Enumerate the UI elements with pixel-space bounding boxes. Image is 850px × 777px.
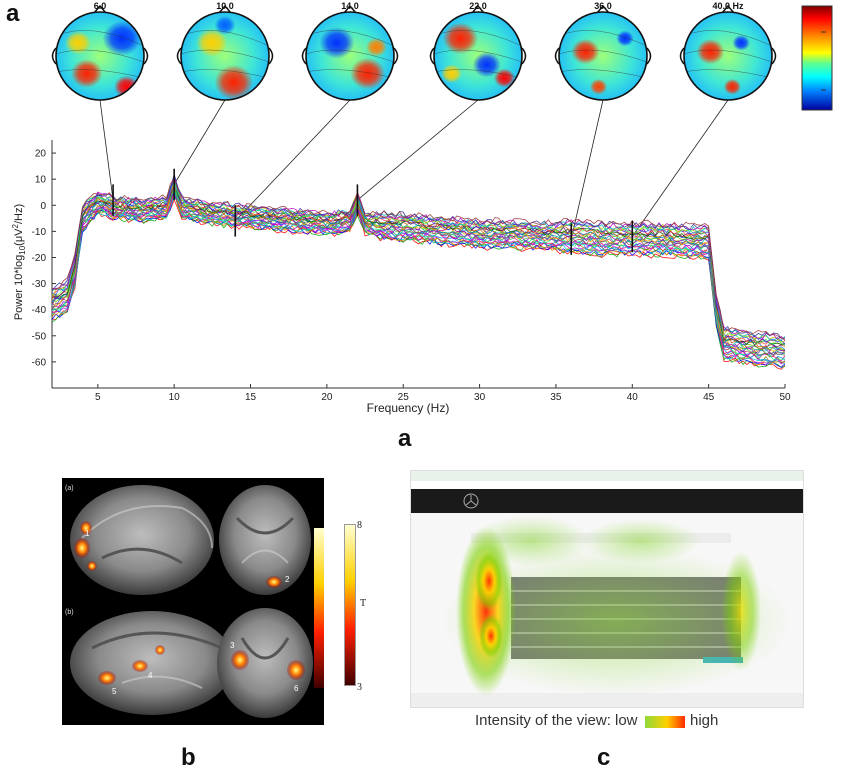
x-tick-label: 20 xyxy=(321,392,333,403)
panel-letter-b: b xyxy=(181,744,196,771)
t-scale-min: 3 xyxy=(357,682,362,693)
scalp-topomap xyxy=(429,4,527,101)
spectrum-series-line xyxy=(52,175,785,345)
t-scale xyxy=(344,524,364,694)
scalp-topomap xyxy=(301,4,399,101)
t-scale-bar xyxy=(314,528,324,688)
site-header xyxy=(411,489,803,513)
scalp-topomap xyxy=(679,4,777,101)
spectrum-series-line xyxy=(52,177,785,348)
t-scale-gradient xyxy=(344,524,356,686)
topo-frequency-label: 6.0 xyxy=(94,1,107,11)
topo-frequency-label: 10.0 xyxy=(216,1,234,11)
head-ear-icon xyxy=(771,47,777,65)
y-axis-label: Power 10*log10(μV2/Hz) xyxy=(11,204,27,320)
y-tick-label: -40 xyxy=(32,305,47,316)
panel-letter-a-bottom: a xyxy=(398,425,412,452)
t-scale-max: 8 xyxy=(357,520,362,531)
spectrum-series-line xyxy=(52,189,785,361)
panel-letter-a-top: a xyxy=(6,0,20,27)
gaze-heatmap-panel xyxy=(410,470,804,708)
head-ear-icon xyxy=(268,47,274,65)
scalp-topomap xyxy=(51,4,149,101)
topo-connector-line xyxy=(570,99,604,240)
head-ear-icon xyxy=(176,47,182,65)
head-ear-icon xyxy=(393,47,399,65)
head-ear-icon xyxy=(143,47,149,65)
head-ear-icon xyxy=(521,47,527,65)
head-nose-icon xyxy=(471,4,485,14)
y-tick-label: 10 xyxy=(35,175,47,186)
sagittal-slice-bottom xyxy=(70,611,234,715)
region-label: 3 xyxy=(230,641,235,650)
head-nose-icon xyxy=(721,4,735,14)
x-tick-label: 45 xyxy=(703,392,715,403)
x-tick-label: 35 xyxy=(550,392,562,403)
head-nose-icon xyxy=(343,4,357,14)
region-label: 6 xyxy=(294,684,299,693)
x-tick-label: 25 xyxy=(398,392,410,403)
topo-frequency-label: 40.0 Hz xyxy=(712,1,744,11)
t-scale-mid: T xyxy=(360,598,367,609)
x-tick-label: 30 xyxy=(474,392,486,403)
topo-frequency-label: 22.0 xyxy=(469,1,487,11)
head-ear-icon xyxy=(646,47,652,65)
region-label: 1 xyxy=(85,529,90,538)
axial-slice-top xyxy=(219,485,311,595)
head-ear-icon xyxy=(51,47,57,65)
x-tick-label: 50 xyxy=(779,392,791,403)
head-ear-icon xyxy=(301,47,307,65)
topo-connector-line xyxy=(357,99,479,201)
head-ear-icon xyxy=(429,47,435,65)
x-tick-label: 5 xyxy=(95,392,101,403)
colorbar xyxy=(801,5,833,111)
sagittal-slice-top xyxy=(70,485,214,595)
region-label: 2 xyxy=(285,575,290,584)
head-ear-icon xyxy=(554,47,560,65)
browser-address-bar xyxy=(411,481,803,489)
y-tick-label: -30 xyxy=(32,279,47,290)
browser-status-bar xyxy=(411,693,803,707)
region-label: 4 xyxy=(148,671,153,680)
heatmap-legend-high: high xyxy=(690,712,719,729)
topo-frequency-label: 36.0 xyxy=(594,1,612,11)
scalp-topomap xyxy=(176,4,274,101)
y-tick-label: -60 xyxy=(32,357,47,368)
spectrum-series-line xyxy=(52,179,785,342)
topo-connector-line xyxy=(173,99,226,185)
brain-activation-panel: (a) (b) 1 2 3 4 5 6 xyxy=(62,478,324,725)
axial-slice-bottom xyxy=(217,608,313,718)
heatmap-legend-low: low xyxy=(615,712,638,729)
brain-images: (a) (b) 1 2 3 4 5 6 xyxy=(62,478,324,725)
head-nose-icon xyxy=(218,4,232,14)
head-nose-icon xyxy=(93,4,107,14)
x-tick-label: 15 xyxy=(245,392,257,403)
spectrum-figure: 6.0 10.0 14.0 22.0 36.0 40.0 Hz 5 10 15 20 25 30 35… xyxy=(11,1,833,415)
topo-connector-line xyxy=(99,99,114,201)
y-tick-label: 20 xyxy=(35,149,47,160)
topo-connector-line xyxy=(631,99,729,237)
topo-frequency-label: 14.0 xyxy=(341,1,359,11)
x-axis-label: Frequency (Hz) xyxy=(367,401,450,415)
heatmap-legend-label: Intensity of the view: xyxy=(475,712,611,729)
gaze-heatmap xyxy=(411,471,803,707)
x-tick-label: 10 xyxy=(169,392,181,403)
spectrum-series-line xyxy=(52,172,785,339)
y-tick-label: -20 xyxy=(32,253,47,264)
y-tick-label: -50 xyxy=(32,331,47,342)
y-tick-label: 0 xyxy=(40,201,46,212)
x-tick-label: 40 xyxy=(627,392,639,403)
panel-b-label-b: (b) xyxy=(65,609,74,616)
heatmap-legend-gradient xyxy=(645,716,685,728)
topo-connector-line xyxy=(234,99,351,222)
head-nose-icon xyxy=(596,4,610,14)
region-label: 5 xyxy=(112,687,117,696)
y-tick-label: -10 xyxy=(32,227,47,238)
panel-letter-c: c xyxy=(597,744,611,771)
scalp-topomap xyxy=(554,4,652,101)
head-ear-icon xyxy=(679,47,685,65)
panel-b-label-a: (a) xyxy=(65,485,74,492)
brand-logo-icon xyxy=(463,493,479,509)
browser-tab-bar xyxy=(411,471,803,481)
